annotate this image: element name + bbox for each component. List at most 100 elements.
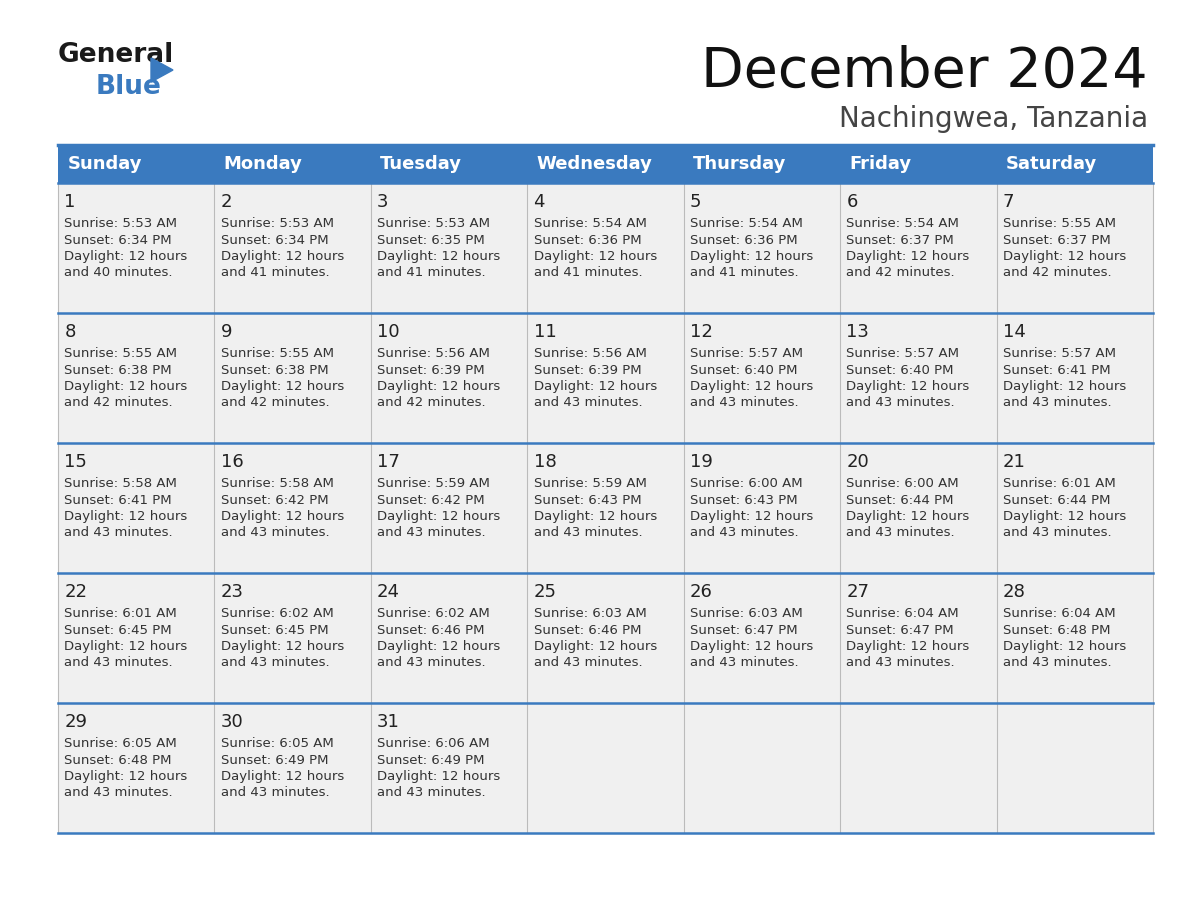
Text: Daylight: 12 hours: Daylight: 12 hours	[1003, 250, 1126, 263]
Bar	[58, 703, 214, 833]
Text: 14: 14	[1003, 323, 1025, 341]
Text: 2: 2	[221, 193, 232, 211]
Polygon shape	[151, 58, 173, 82]
Text: and 43 minutes.: and 43 minutes.	[377, 787, 486, 800]
Text: Sunset: 6:44 PM: Sunset: 6:44 PM	[846, 494, 954, 507]
Bar	[684, 145, 840, 183]
Text: Saturday: Saturday	[1006, 155, 1098, 173]
Text: and 43 minutes.: and 43 minutes.	[533, 527, 643, 540]
Bar	[371, 573, 527, 703]
Text: 31: 31	[377, 713, 400, 731]
Text: and 41 minutes.: and 41 minutes.	[221, 266, 329, 279]
Text: Daylight: 12 hours: Daylight: 12 hours	[533, 380, 657, 393]
Bar	[58, 145, 214, 183]
Text: Daylight: 12 hours: Daylight: 12 hours	[377, 640, 500, 653]
Text: Sunrise: 6:02 AM: Sunrise: 6:02 AM	[377, 607, 489, 620]
Bar	[214, 573, 371, 703]
Text: Sunrise: 5:53 AM: Sunrise: 5:53 AM	[377, 217, 491, 230]
Text: Sunset: 6:46 PM: Sunset: 6:46 PM	[377, 623, 485, 636]
Bar	[214, 443, 371, 573]
Text: Sunrise: 6:05 AM: Sunrise: 6:05 AM	[221, 737, 334, 750]
Text: Nachingwea, Tanzania: Nachingwea, Tanzania	[839, 105, 1148, 133]
Bar	[997, 443, 1154, 573]
Text: Sunrise: 6:03 AM: Sunrise: 6:03 AM	[533, 607, 646, 620]
Bar	[527, 443, 684, 573]
Text: 13: 13	[846, 323, 870, 341]
Text: Daylight: 12 hours: Daylight: 12 hours	[690, 510, 814, 523]
Text: Sunrise: 5:59 AM: Sunrise: 5:59 AM	[377, 477, 489, 490]
Text: Sunrise: 6:00 AM: Sunrise: 6:00 AM	[690, 477, 803, 490]
Text: Sunrise: 5:53 AM: Sunrise: 5:53 AM	[221, 217, 334, 230]
Text: General: General	[58, 42, 175, 68]
Text: Daylight: 12 hours: Daylight: 12 hours	[533, 510, 657, 523]
Text: 20: 20	[846, 453, 870, 471]
Text: Daylight: 12 hours: Daylight: 12 hours	[221, 380, 345, 393]
Text: Sunrise: 5:56 AM: Sunrise: 5:56 AM	[533, 347, 646, 360]
Text: 23: 23	[221, 583, 244, 601]
Text: Sunset: 6:37 PM: Sunset: 6:37 PM	[1003, 233, 1111, 247]
Text: Daylight: 12 hours: Daylight: 12 hours	[221, 770, 345, 783]
Text: 5: 5	[690, 193, 701, 211]
Text: Daylight: 12 hours: Daylight: 12 hours	[846, 640, 969, 653]
Text: Sunset: 6:34 PM: Sunset: 6:34 PM	[64, 233, 172, 247]
Text: Sunday: Sunday	[68, 155, 141, 173]
Text: Sunset: 6:49 PM: Sunset: 6:49 PM	[221, 754, 328, 767]
Bar	[684, 313, 840, 443]
Text: Sunrise: 6:00 AM: Sunrise: 6:00 AM	[846, 477, 959, 490]
Text: Sunrise: 6:06 AM: Sunrise: 6:06 AM	[377, 737, 489, 750]
Text: Sunset: 6:36 PM: Sunset: 6:36 PM	[690, 233, 797, 247]
Bar	[58, 183, 214, 313]
Text: Daylight: 12 hours: Daylight: 12 hours	[846, 510, 969, 523]
Text: Sunset: 6:41 PM: Sunset: 6:41 PM	[1003, 364, 1111, 376]
Text: and 43 minutes.: and 43 minutes.	[846, 397, 955, 409]
Text: Sunset: 6:47 PM: Sunset: 6:47 PM	[846, 623, 954, 636]
Text: Daylight: 12 hours: Daylight: 12 hours	[221, 510, 345, 523]
Bar	[840, 183, 997, 313]
Text: Sunrise: 6:01 AM: Sunrise: 6:01 AM	[1003, 477, 1116, 490]
Bar	[371, 313, 527, 443]
Text: Sunset: 6:42 PM: Sunset: 6:42 PM	[377, 494, 485, 507]
Bar	[684, 573, 840, 703]
Text: Sunset: 6:43 PM: Sunset: 6:43 PM	[533, 494, 642, 507]
Text: and 43 minutes.: and 43 minutes.	[221, 527, 329, 540]
Text: 28: 28	[1003, 583, 1025, 601]
Text: Sunrise: 5:57 AM: Sunrise: 5:57 AM	[846, 347, 960, 360]
Text: 9: 9	[221, 323, 232, 341]
Text: Sunset: 6:44 PM: Sunset: 6:44 PM	[1003, 494, 1111, 507]
Text: Sunset: 6:36 PM: Sunset: 6:36 PM	[533, 233, 642, 247]
Text: Sunset: 6:49 PM: Sunset: 6:49 PM	[377, 754, 485, 767]
Bar	[371, 703, 527, 833]
Text: Sunrise: 6:01 AM: Sunrise: 6:01 AM	[64, 607, 177, 620]
Text: Sunrise: 5:55 AM: Sunrise: 5:55 AM	[221, 347, 334, 360]
Text: Sunset: 6:41 PM: Sunset: 6:41 PM	[64, 494, 172, 507]
Text: 15: 15	[64, 453, 87, 471]
Text: and 43 minutes.: and 43 minutes.	[533, 397, 643, 409]
Text: Sunrise: 5:54 AM: Sunrise: 5:54 AM	[690, 217, 803, 230]
Text: Thursday: Thursday	[693, 155, 786, 173]
Bar	[527, 145, 684, 183]
Text: and 43 minutes.: and 43 minutes.	[1003, 656, 1112, 669]
Text: Sunset: 6:43 PM: Sunset: 6:43 PM	[690, 494, 797, 507]
Text: 25: 25	[533, 583, 556, 601]
Bar	[58, 313, 214, 443]
Bar	[840, 145, 997, 183]
Text: and 43 minutes.: and 43 minutes.	[690, 527, 798, 540]
Bar	[684, 703, 840, 833]
Text: 11: 11	[533, 323, 556, 341]
Text: 26: 26	[690, 583, 713, 601]
Text: and 43 minutes.: and 43 minutes.	[690, 397, 798, 409]
Bar	[997, 183, 1154, 313]
Text: and 43 minutes.: and 43 minutes.	[533, 656, 643, 669]
Bar	[371, 145, 527, 183]
Text: Sunset: 6:46 PM: Sunset: 6:46 PM	[533, 623, 642, 636]
Text: Sunset: 6:39 PM: Sunset: 6:39 PM	[533, 364, 642, 376]
Text: and 43 minutes.: and 43 minutes.	[377, 527, 486, 540]
Text: Daylight: 12 hours: Daylight: 12 hours	[377, 250, 500, 263]
Text: Daylight: 12 hours: Daylight: 12 hours	[377, 770, 500, 783]
Bar	[840, 573, 997, 703]
Bar	[527, 313, 684, 443]
Text: 19: 19	[690, 453, 713, 471]
Text: and 43 minutes.: and 43 minutes.	[64, 787, 173, 800]
Text: Wednesday: Wednesday	[537, 155, 652, 173]
Text: 30: 30	[221, 713, 244, 731]
